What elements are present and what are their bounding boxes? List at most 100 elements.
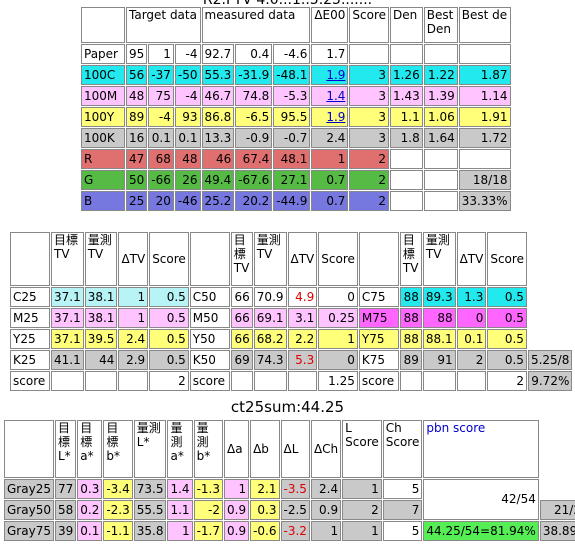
- cell: -4: [148, 107, 174, 127]
- cell: 47: [126, 149, 148, 169]
- measured-tv-header: 量測TV: [84, 232, 118, 286]
- row-100c: 100C 56 -37 -50 55.3 -31.9 -48.1 1.9 3 1…: [81, 65, 511, 85]
- row-gray50: Gray50 58 0.2 -2.3 55.5 1.1 -2 0.9 0.3 -…: [4, 500, 575, 520]
- row-label: G: [81, 170, 125, 190]
- ink-table: Target data measured data ΔE00 Score Den…: [80, 6, 512, 212]
- right-percent: 38.89%: [539, 521, 575, 541]
- cell: [458, 149, 511, 169]
- cell: 89.3: [422, 287, 456, 307]
- row-m: M25 37.1 38.1 1 0.5 M50 66 69.1 3.1 0.25…: [10, 308, 572, 328]
- cell: 48.1: [273, 149, 311, 169]
- cell: -1.1: [103, 521, 133, 541]
- measured-b-header: 量測b*: [193, 420, 223, 478]
- cell: 7: [382, 500, 423, 520]
- cell: -3.4: [103, 479, 133, 499]
- cell: -6.5: [235, 107, 273, 127]
- cell: 2.4: [118, 329, 149, 349]
- cell: 0.1: [174, 128, 201, 148]
- dtv-header: ΔTV: [287, 232, 318, 286]
- cell: 2.1: [250, 479, 280, 499]
- cell: 1: [318, 329, 358, 349]
- cell: 0.5: [487, 350, 527, 370]
- dtv-header: ΔTV: [456, 232, 487, 286]
- cell: 1: [148, 44, 174, 64]
- cell: -5.3: [273, 86, 311, 106]
- cell: 55.3: [201, 65, 235, 85]
- cell: 0.1: [77, 521, 103, 541]
- row-25-50-75-c: C25 37.1 38.1 1 0.5 C50 66 70.9 4.9 0 C7…: [10, 287, 572, 307]
- cell: 66: [230, 308, 253, 328]
- pbn-total: 44.25/54=81.94%: [423, 521, 539, 541]
- cell: [84, 371, 118, 391]
- cell: 3.1: [287, 308, 318, 328]
- cell: 1: [167, 521, 193, 541]
- cell: 25: [126, 191, 148, 211]
- cell: 0.5: [149, 329, 189, 349]
- cell: 27.1: [273, 170, 311, 190]
- cell: 25.2: [201, 191, 235, 211]
- score-header: Score: [318, 232, 358, 286]
- cell: 2: [349, 170, 390, 190]
- row-label: Gray50: [4, 500, 54, 520]
- cell: [51, 371, 84, 391]
- de-link[interactable]: 1.9: [311, 65, 349, 85]
- cell: [287, 371, 318, 391]
- cell: 0: [318, 287, 358, 307]
- cell: 88: [399, 308, 422, 328]
- cell: -46: [174, 191, 201, 211]
- score-header: Score: [149, 232, 189, 286]
- cell: 68.2: [253, 329, 287, 349]
- cell: 26: [174, 170, 201, 190]
- cell: 16: [126, 128, 148, 148]
- cell: 20: [148, 191, 174, 211]
- cell: 88.1: [422, 329, 456, 349]
- cell: 68: [148, 149, 174, 169]
- row-paper: Paper 95 1 -4 92.7 0.4 -4.6 1.7: [81, 44, 511, 64]
- target-data-header: Target data: [126, 7, 201, 43]
- cell: 46.7: [201, 86, 235, 106]
- cell: -2: [193, 500, 223, 520]
- cell: -67.6: [235, 170, 273, 190]
- row-label: Gray75: [4, 521, 54, 541]
- cell: 48: [174, 149, 201, 169]
- cell: 0.1: [148, 128, 174, 148]
- cell: 67.4: [235, 149, 273, 169]
- l-score-header: L Score: [342, 420, 382, 478]
- spacer-cell: [528, 232, 572, 286]
- best-den-header: Best Den: [423, 7, 458, 43]
- cell: 2: [487, 371, 527, 391]
- pbn-fraction: 42/54: [423, 479, 539, 520]
- cell: 0.7: [311, 170, 349, 190]
- cell: -0.9: [235, 128, 273, 148]
- cell: 0.1: [456, 329, 487, 349]
- cell: 1: [224, 479, 250, 499]
- ch-score-header: Ch Score: [382, 420, 423, 478]
- gray-balance-table: 目標L* 目標a* 目標b* 量測L* 量測a* 量測b* Δa Δb ΔL Δ…: [3, 419, 575, 542]
- row-label: Paper: [81, 44, 125, 64]
- score-label: score: [10, 371, 50, 391]
- cell: 49.4: [201, 170, 235, 190]
- cell: 35.8: [133, 521, 167, 541]
- row-gray75: Gray75 39 0.1 -1.1 35.8 1 -1.7 0.9 -0.6 …: [4, 521, 575, 541]
- cell: 39: [54, 521, 77, 541]
- dtv-header: ΔTV: [118, 232, 149, 286]
- score-header: Score: [487, 232, 527, 286]
- da-header: Δa: [224, 420, 250, 478]
- cell: 1.26: [390, 65, 423, 85]
- cell: 1: [311, 149, 349, 169]
- cell: 3: [349, 86, 390, 106]
- de-link[interactable]: 1.4: [311, 86, 349, 106]
- cell: 5: [382, 479, 423, 499]
- cell: 3: [349, 128, 390, 148]
- patch-label: Y50: [189, 329, 230, 349]
- best-de-header: Best de: [458, 7, 511, 43]
- cell: -4: [174, 86, 201, 106]
- cell: -44.9: [273, 191, 311, 211]
- patch-label: M75: [358, 308, 399, 328]
- patch-label: Y75: [358, 329, 399, 349]
- target-tv-header: 目標TV: [51, 232, 84, 286]
- de-link[interactable]: 1.9: [311, 107, 349, 127]
- den-header: Den: [390, 7, 423, 43]
- corner-cell: [358, 232, 399, 286]
- target-tv-header: 目標TV: [230, 232, 253, 286]
